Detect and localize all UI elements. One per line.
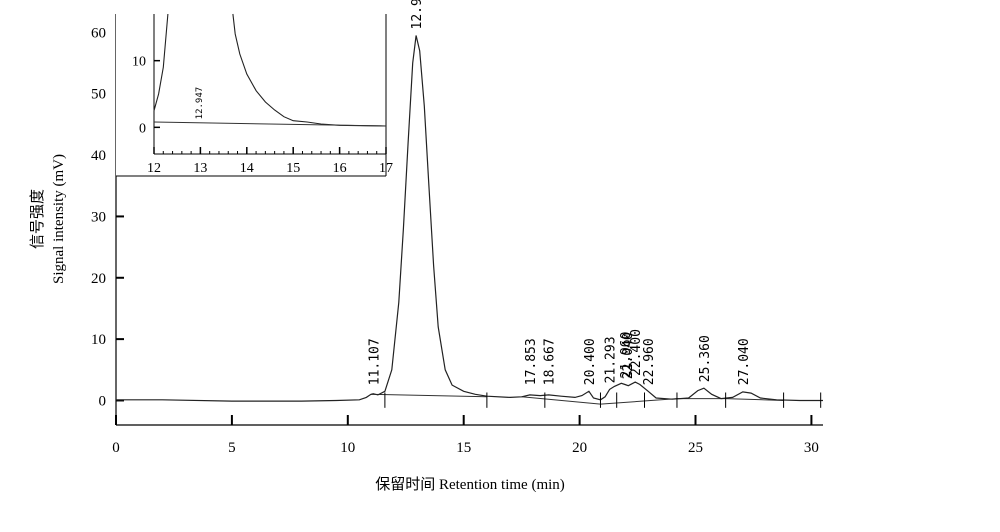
peak-label-group: 20.400 [583,338,598,385]
y-tick-label: 20 [91,271,106,287]
peak-label: 17.853 [524,338,539,385]
inset-x-tick-label: 15 [286,161,300,176]
x-axis-title: 保留时间 Retention time (min) [375,476,565,493]
inset-y-tick-label: 0 [139,121,146,136]
chromatogram-trace [116,35,823,402]
integration-marks [384,392,822,408]
inset-x-tick-label: 17 [379,161,393,176]
x-tick-label: 30 [804,440,819,456]
inset-x-tick-label: 12 [147,161,161,176]
main-axis-ticks: 0 5 10 15 20 25 30 0 10 20 30 40 50 60 [91,25,819,456]
peak-label-group: 21.960 [619,332,634,379]
baseline-segment [725,398,784,401]
peak-label-group: 21.293 [604,336,619,383]
peak-label: 22.400 [629,329,644,376]
peak-label: 12.947, 1465 [410,0,425,29]
peak-label: 11.107 [367,338,382,385]
inset-x-tick-label: 13 [193,161,207,176]
y-tick-label: 50 [91,87,106,103]
inset-y-tick-label: 10 [132,55,146,70]
y-axis-title-cn: 信号强度 [29,189,46,249]
inset-peak-label: 12.947 [195,87,205,120]
x-tick-label: 0 [112,440,120,456]
series-line [116,35,823,402]
inset-peak-rise [153,13,169,111]
peak-label-group: 11.107 [367,338,382,385]
y-tick-label: 60 [91,25,106,41]
inset-x-tick-label: 14 [240,161,254,176]
peak-label-group: 17.853 [524,338,539,385]
inset-x-tick-label: 16 [333,161,347,176]
peak-label-group: 27.040 [737,338,752,385]
peak-label: 21.293 [604,336,619,383]
x-tick-label: 5 [228,440,236,456]
y-tick-label: 30 [91,209,106,225]
peak-labels: 11.107 12.947, 1465 17.853 18.667 20.400 21.2… [367,0,751,385]
peak-label-group: 25.360 [698,335,713,382]
x-tick-label: 15 [456,440,471,456]
baseline-segment [521,396,601,405]
inset-zoom-panel: 12 13 14 15 16 17 0 10 12.947 [116,13,393,177]
y-tick-label: 0 [99,393,107,409]
inset-axis-ticks: 12 13 14 15 16 17 0 10 [132,55,393,176]
baseline-segment [370,393,487,398]
peak-label-group: 12.947, 1465 [410,0,425,29]
peak-label: 20.400 [583,338,598,385]
peak-label: 25.360 [698,335,713,382]
y-tick-label: 10 [91,332,106,348]
peak-label-group: 22.960 [642,338,657,385]
peak-label: 22.040 [621,332,636,379]
integration-baseline [370,393,784,405]
x-tick-label: 10 [340,440,355,456]
inset-peak-label-group: 12.947 [195,87,205,120]
baseline-segment [600,398,677,405]
x-tick-label: 20 [572,440,587,456]
y-tick-label: 40 [91,148,106,164]
peak-label: 21.960 [619,332,634,379]
inset-baseline [153,121,387,127]
inset-trace: 12.947 [153,13,387,127]
peak-label: 27.040 [737,338,752,385]
inset-background [116,14,386,176]
peak-label: 18.667 [543,338,558,385]
peak-label-group: 18.667 [543,338,558,385]
peak-label-group: 22.040 [621,332,636,379]
x-tick-label: 25 [688,440,703,456]
peak-label: 22.960 [642,338,657,385]
peak-label-group: 22.400 [629,329,644,376]
y-axis-title-en: Signal intensity (mV) [51,154,67,284]
